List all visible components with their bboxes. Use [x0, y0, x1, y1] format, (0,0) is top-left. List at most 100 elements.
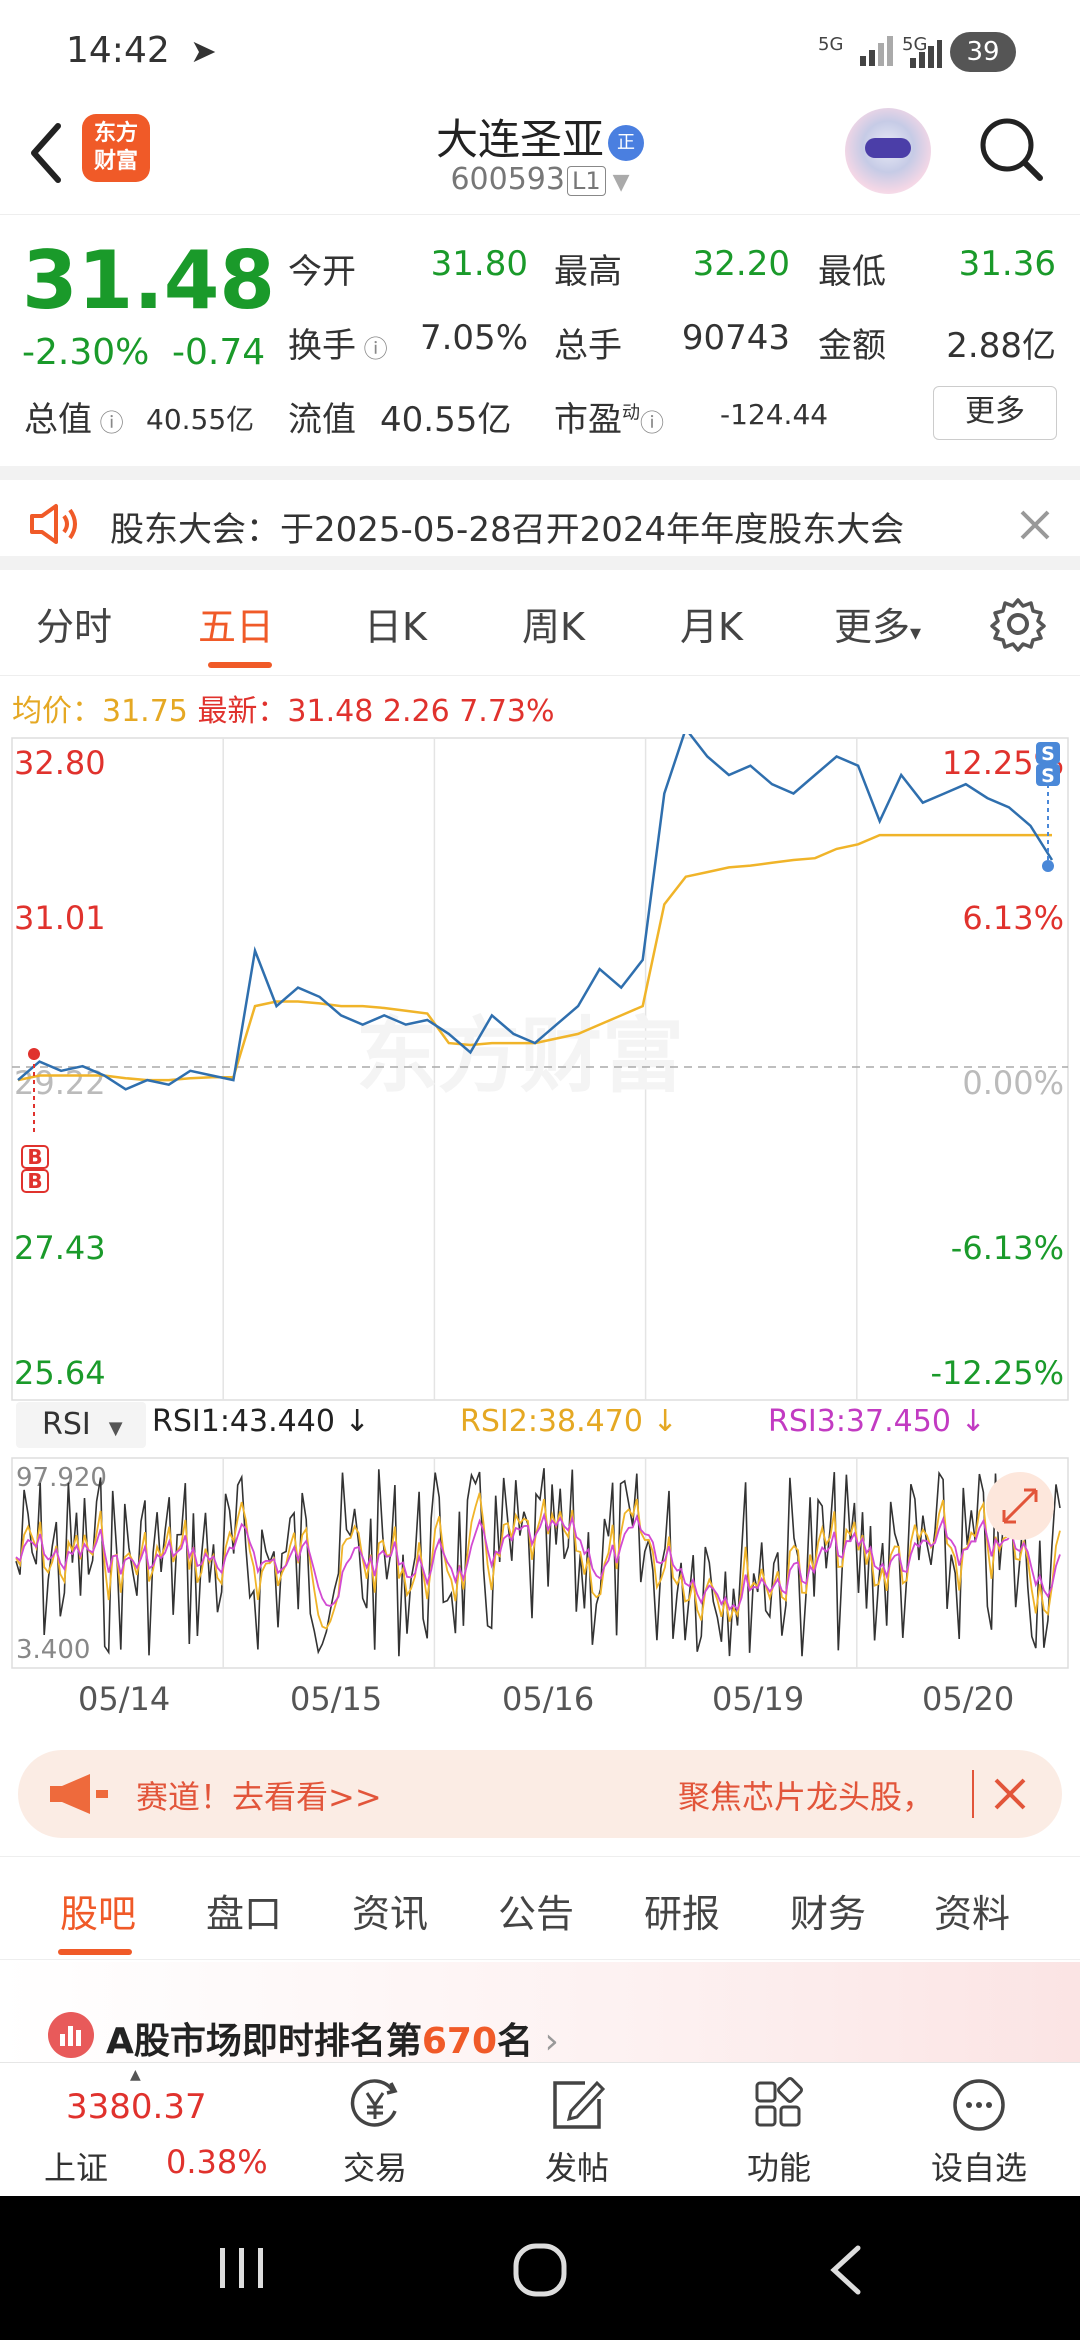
- period-tabs: 分时 五日 日K 周K 月K 更多▾: [0, 572, 1080, 676]
- trade-button[interactable]: 交易: [320, 2077, 430, 2189]
- rsi3-label: RSI3:37.450 ↓: [768, 1404, 986, 1439]
- sell-marker-box-2: [1036, 764, 1060, 786]
- y-right-tick: -6.13%: [951, 1229, 1064, 1267]
- tab-daily-k[interactable]: 日K: [364, 605, 427, 649]
- post-button[interactable]: 发帖: [522, 2077, 632, 2189]
- buy-marker-box-2: [21, 1169, 49, 1193]
- battery-indicator: 39: [950, 32, 1016, 72]
- notice-bar[interactable]: 股东大会：于2025-05-28召开2024年年度股东大会: [0, 466, 1080, 570]
- tab-research[interactable]: 研报: [644, 1892, 721, 1936]
- tab-finance[interactable]: 财务: [790, 1892, 867, 1936]
- badge-icon: 正: [608, 125, 644, 161]
- active-tab-underline: [208, 662, 272, 668]
- rsi-bottom-label: 3.400: [16, 1635, 90, 1665]
- rsi1-value: RSI1:43.440: [152, 1404, 335, 1439]
- info-icon[interactable]: ⓘ: [92, 409, 124, 437]
- tab-news[interactable]: 资讯: [352, 1892, 429, 1936]
- tab-intraday[interactable]: 分时: [36, 605, 113, 649]
- turnover-label: 换手 ⓘ: [288, 318, 388, 367]
- gear-icon[interactable]: [990, 596, 1046, 652]
- index-value[interactable]: 3380.37: [66, 2087, 207, 2127]
- tab-profile[interactable]: 资料: [934, 1892, 1011, 1936]
- float-value: 40.55亿: [380, 400, 512, 440]
- index-name[interactable]: 上证: [44, 2149, 109, 2187]
- speaker-icon: [30, 504, 77, 544]
- buy-marker-box: [21, 1145, 49, 1169]
- y-left-tick: 32.80: [14, 744, 106, 782]
- signal-icon: [860, 36, 893, 66]
- notice-text: 股东大会：于2025-05-28召开2024年年度股东大会: [110, 510, 905, 550]
- rank-chart-icon: [48, 2012, 94, 2058]
- rank-suffix: 名: [497, 2021, 534, 2062]
- indicator-select[interactable]: RSI ▼: [16, 1402, 146, 1448]
- buy-marker-dot: [28, 1048, 40, 1060]
- low-label: 最低: [818, 252, 886, 292]
- more-dots-icon: [953, 2079, 1005, 2131]
- tab-5day[interactable]: 五日: [198, 605, 275, 649]
- search-icon[interactable]: [976, 114, 1046, 184]
- open-label: 今开: [288, 252, 356, 292]
- function-button[interactable]: 功能: [724, 2077, 834, 2189]
- tab-guba[interactable]: 股吧: [60, 1892, 137, 1936]
- y-left-tick: 27.43: [14, 1229, 106, 1267]
- change-pct: -2.30%: [22, 332, 150, 373]
- home-icon[interactable]: [512, 2242, 568, 2298]
- rsi2-value: RSI2:38.470: [460, 1404, 643, 1439]
- close-icon[interactable]: [992, 1776, 1028, 1812]
- rsi3-line: [15, 1512, 1061, 1611]
- megaphone-icon: [50, 1774, 108, 1814]
- legend-change: 2.26: [382, 694, 450, 729]
- y-right-tick: 0.00%: [962, 1064, 1064, 1102]
- float-label: 流值: [288, 400, 356, 440]
- info-icon[interactable]: ⓘ: [640, 409, 664, 437]
- rsi-top-label: 97.920: [16, 1463, 107, 1493]
- tab-announcement[interactable]: 公告: [498, 1892, 575, 1936]
- rsi3-value: RSI3:37.450: [768, 1404, 951, 1439]
- tab-pankou[interactable]: 盘口: [206, 1892, 283, 1936]
- app-logo[interactable]: 东方 财富: [82, 114, 150, 182]
- robot-avatar[interactable]: [845, 108, 931, 194]
- stock-code-value: 600593: [450, 162, 565, 197]
- rsi-header: RSI ▼ RSI1:43.440 ↓ RSI2:38.470 ↓ RSI3:37…: [0, 1400, 1080, 1450]
- legend-avg: 均价：31.75: [12, 694, 188, 729]
- tab-more[interactable]: 更多▾: [834, 596, 921, 651]
- volume-value: 90743: [681, 318, 790, 358]
- legend-pct: 7.73%: [459, 694, 555, 729]
- volume-label: 总手: [554, 326, 622, 366]
- active-tab-underline: [58, 1949, 132, 1955]
- recent-apps-icon[interactable]: [214, 2244, 270, 2292]
- y-left-tick: 25.64: [14, 1354, 106, 1392]
- pe-sup: 动: [622, 402, 640, 424]
- back-icon[interactable]: [826, 2244, 866, 2296]
- close-icon[interactable]: [1018, 508, 1052, 542]
- amount-label: 金额: [818, 326, 886, 366]
- rank-prefix: A股市场即时排名第: [106, 2021, 422, 2062]
- caret-up-icon: ▲: [130, 2067, 141, 2083]
- index-pct[interactable]: 0.38%: [166, 2143, 268, 2181]
- promo-banner[interactable]: 赛道！去看看>> 聚焦芯片龙头股，: [18, 1750, 1062, 1838]
- back-arrow-icon[interactable]: [22, 118, 72, 188]
- mktcap-value: 40.55亿: [146, 403, 255, 436]
- rsi-chart[interactable]: 97.920 3.400: [0, 1456, 1080, 1670]
- tab-monthly-k[interactable]: 月K: [680, 605, 743, 649]
- stock-code[interactable]: 600593 L1 ▼: [0, 162, 1080, 197]
- chart-frame: [11, 737, 1069, 1401]
- turnover-label-text: 换手: [288, 326, 356, 366]
- banner-text-2: 聚焦芯片龙头股，: [678, 1778, 935, 1816]
- tab-weekly-k[interactable]: 周K: [522, 605, 585, 649]
- add-watchlist-button[interactable]: 设自选: [924, 2077, 1034, 2189]
- buy-marker-label: B: [27, 1145, 42, 1169]
- market-rank[interactable]: A股市场即时排名第670名 ›: [0, 1962, 1080, 2062]
- info-icon[interactable]: ⓘ: [356, 335, 388, 363]
- turnover-value: 7.05%: [419, 318, 528, 358]
- post-label: 发帖: [544, 2149, 609, 2187]
- last-price: 31.48: [22, 234, 276, 327]
- y-axis-labels: 32.8031.0129.2227.4325.6412.25%6.13%0.00…: [14, 744, 1064, 1392]
- clock: 14:42: [66, 30, 170, 71]
- price-chart[interactable]: 东方财富 32.8031.0129.2227.4325.6412.25%6.13…: [0, 734, 1080, 1404]
- telegram-icon: ➤: [190, 32, 217, 70]
- banner-text-1: 赛道！去看看>>: [136, 1778, 382, 1816]
- dropdown-icon: ▼: [108, 1418, 123, 1439]
- buy-marker-label-2: B: [27, 1169, 42, 1193]
- more-button[interactable]: 更多: [933, 386, 1057, 440]
